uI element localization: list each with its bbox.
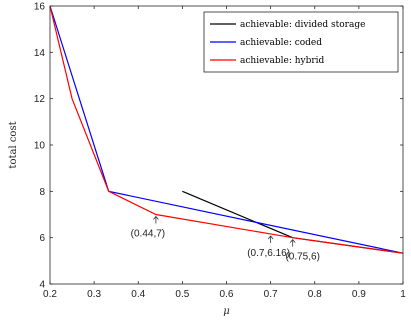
x-tick-label: 0.9	[352, 289, 366, 300]
annotation-label: (0.75,6)	[285, 252, 319, 263]
y-tick-label: 4	[39, 280, 45, 291]
y-axis-label: total cost	[8, 121, 19, 168]
series-lines	[49, 5, 404, 254]
annotation-arrowhead	[289, 239, 296, 243]
y-tick-label: 16	[34, 2, 46, 13]
legend-entry: achievable: coded	[240, 38, 322, 48]
x-axis-label: μ	[223, 306, 230, 317]
plot-area-frame	[49, 5, 404, 285]
legend-entry: achievable: hybrid	[240, 56, 325, 66]
legend-entry: achievable: divided storage	[240, 20, 365, 30]
legend-box	[203, 11, 399, 73]
annotation-arrowhead	[267, 235, 274, 240]
x-tick-label: 0.2	[43, 289, 57, 300]
annotation-arrowhead	[153, 215, 159, 220]
x-tick-label: 0.4	[131, 289, 145, 300]
y-tick-label: 12	[34, 94, 46, 105]
series-line-2	[49, 5, 404, 254]
x-tick-label: 0.3	[87, 289, 101, 300]
annotation-label: (0.7,6.16)	[247, 248, 290, 259]
x-tick-label: 0.8	[308, 289, 322, 300]
y-tick-label: 14	[34, 48, 46, 59]
y-tick-label: 10	[34, 141, 46, 152]
annotation-label: (0.44,7)	[131, 229, 165, 240]
y-tick-label: 8	[39, 187, 45, 198]
x-tick-label: 0.6	[220, 289, 234, 300]
annotations: (0.44,7) (0.7,6.16)(0.75,6)	[131, 215, 320, 263]
y-tick-label: 6	[39, 233, 45, 244]
x-tick-label: 1	[400, 289, 406, 300]
x-tick-label: 0.5	[175, 289, 189, 300]
x-tick-label: 0.7	[264, 289, 278, 300]
legend: achievable: divided storage achievable: c…	[203, 11, 399, 73]
